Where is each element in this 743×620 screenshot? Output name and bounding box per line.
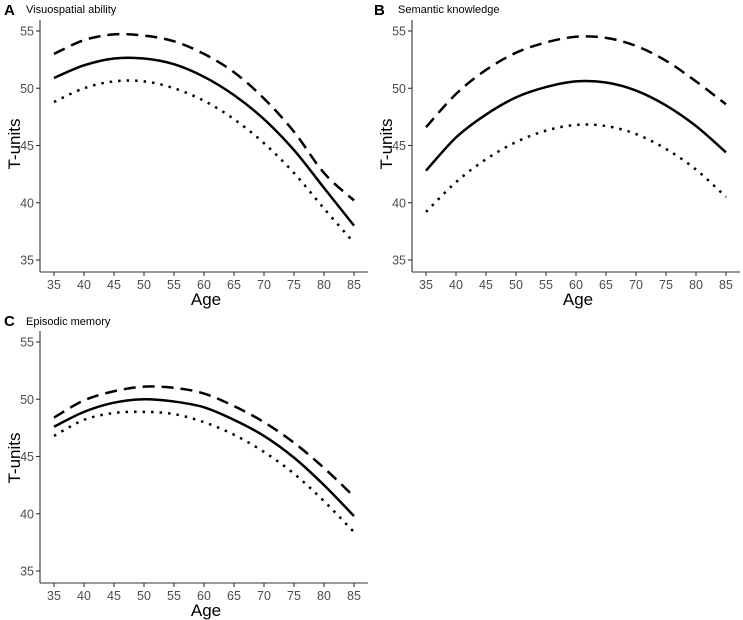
y-tick-label: 40: [20, 507, 34, 521]
panel-letter: B: [374, 2, 385, 19]
panel-letter: C: [4, 313, 15, 330]
x-tick-label: 50: [137, 589, 151, 603]
x-tick-label: 35: [419, 278, 433, 292]
x-tick-label: 65: [599, 278, 613, 292]
x-tick-label: 60: [197, 278, 211, 292]
series-line-lower: [53, 79, 355, 244]
x-tick-label: 55: [167, 278, 181, 292]
x-tick-label: 45: [107, 589, 121, 603]
x-tick-label: 45: [107, 278, 121, 292]
panel-a: A Visuospatial ability 35 40 45 50 55 35 40 45 50 5…: [4, 2, 368, 309]
x-tick-label: 75: [659, 278, 673, 292]
y-tick-label: 55: [20, 25, 34, 39]
x-tick-label: 40: [77, 278, 91, 292]
x-tick-label: 40: [77, 589, 91, 603]
y-tick-label: 35: [20, 565, 34, 579]
x-tick-label: 40: [449, 278, 463, 292]
x-tick-label: 55: [539, 278, 553, 292]
y-tick-label: 35: [20, 254, 34, 268]
x-tick-label: 75: [287, 278, 301, 292]
x-tick-label: 55: [167, 589, 181, 603]
x-tick-label: 70: [257, 278, 271, 292]
series-line-upper: [53, 385, 355, 498]
series-line-lower: [425, 123, 727, 213]
x-axis-title: Age: [191, 601, 221, 620]
x-tick-label: 85: [347, 589, 361, 603]
y-tick-label: 40: [20, 196, 34, 210]
x-tick-label: 50: [509, 278, 523, 292]
panel-title: Episodic memory: [26, 316, 111, 328]
x-tick-label: 60: [569, 278, 583, 292]
panel-title: Semantic knowledge: [398, 4, 500, 16]
x-axis-title: Age: [563, 290, 593, 309]
x-tick-label: 35: [47, 589, 61, 603]
series-line-mean: [53, 56, 355, 227]
series-line-mean: [425, 79, 727, 172]
y-tick-label: 35: [392, 254, 406, 268]
panel-b: B Semantic knowledge 35 40 45 50 55 35 40 45 50 55 6…: [374, 2, 740, 309]
y-tick-label: 50: [20, 393, 34, 407]
x-tick-label: 85: [347, 278, 361, 292]
panel-c: C Episodic memory 35 40 45 50 55 35 40 45 50 55 60 65…: [4, 313, 368, 620]
x-tick-label: 85: [719, 278, 733, 292]
x-tick-label: 80: [317, 589, 331, 603]
x-tick-label: 70: [257, 589, 271, 603]
y-axis-title: T-units: [5, 432, 24, 483]
panel-title: Visuospatial ability: [26, 4, 117, 16]
y-tick-label: 40: [392, 196, 406, 210]
panel-letter: A: [4, 2, 15, 19]
y-tick-label: 45: [392, 139, 406, 153]
x-axis-title: Age: [191, 290, 221, 309]
y-tick-label: 55: [20, 336, 34, 350]
series-line-upper: [53, 32, 355, 202]
y-tick-label: 50: [392, 82, 406, 96]
series-line-mean: [53, 397, 355, 517]
y-tick-label: 45: [20, 139, 34, 153]
x-tick-label: 70: [629, 278, 643, 292]
x-tick-label: 35: [47, 278, 61, 292]
x-tick-label: 75: [287, 589, 301, 603]
x-tick-label: 60: [197, 589, 211, 603]
series-line-upper: [425, 35, 727, 129]
y-axis-title: T-units: [5, 118, 24, 169]
y-tick-label: 50: [20, 82, 34, 96]
y-tick-label: 55: [392, 25, 406, 39]
x-tick-label: 50: [137, 278, 151, 292]
y-tick-label: 45: [20, 450, 34, 464]
x-tick-label: 80: [317, 278, 331, 292]
x-tick-label: 45: [479, 278, 493, 292]
x-tick-label: 65: [227, 278, 241, 292]
y-axis-title: T-units: [377, 118, 396, 169]
x-tick-label: 65: [227, 589, 241, 603]
x-tick-label: 80: [689, 278, 703, 292]
